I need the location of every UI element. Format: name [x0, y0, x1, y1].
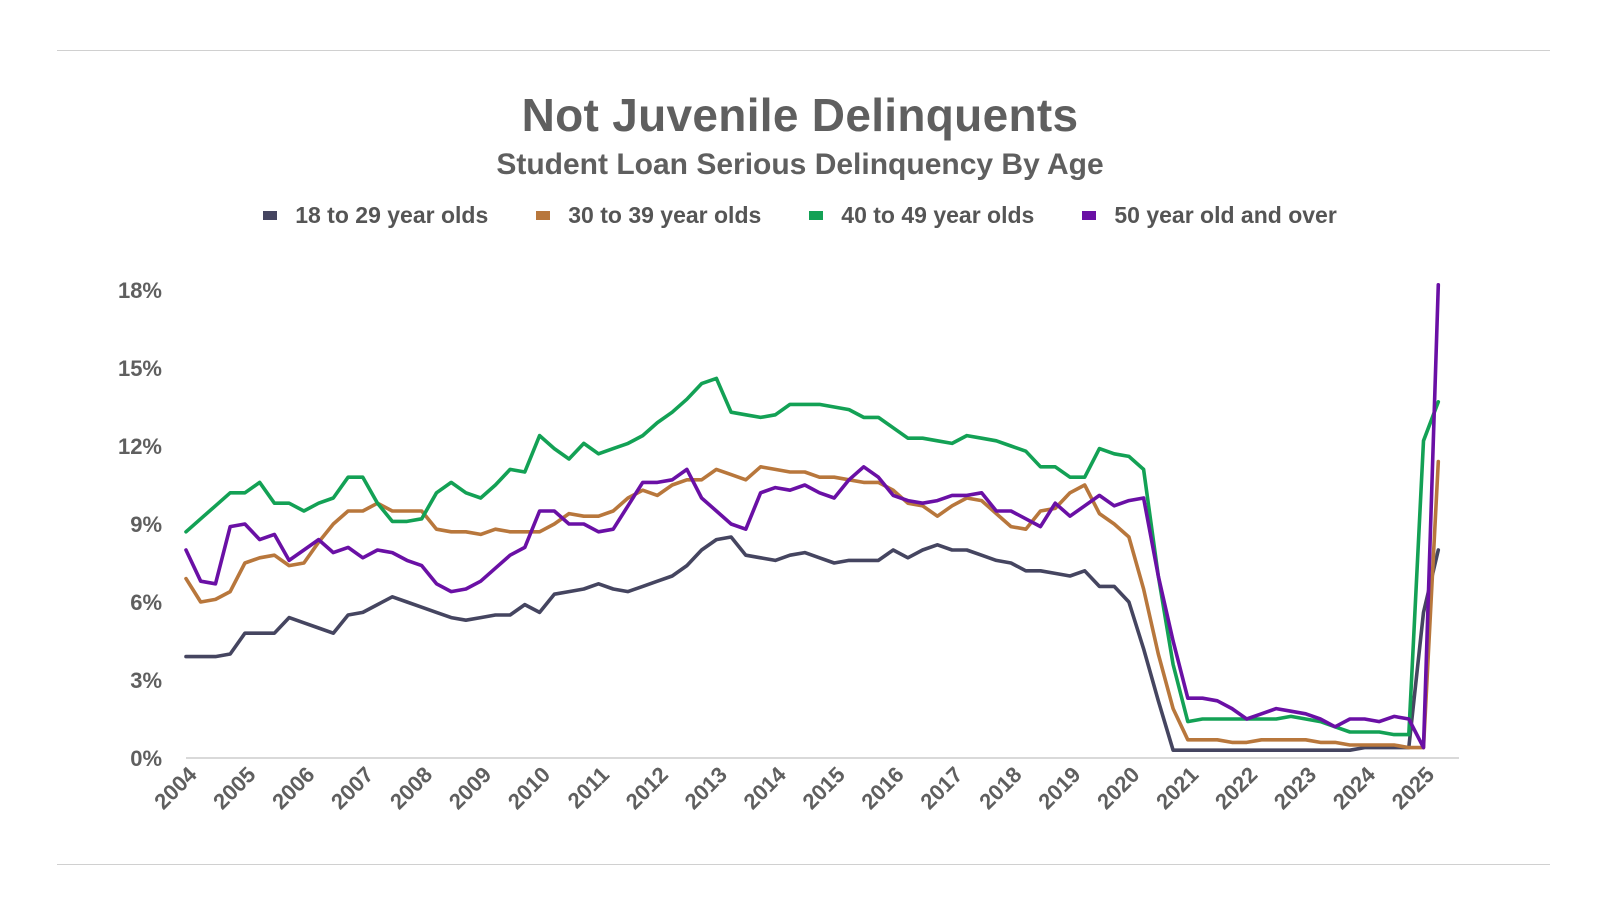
x-tick-label: 2007 — [326, 762, 378, 814]
x-tick-label: 2008 — [385, 762, 437, 814]
y-tick-label: 0% — [130, 746, 162, 771]
y-tick-label: 15% — [118, 356, 162, 381]
x-tick-label: 2021 — [1151, 762, 1203, 814]
line-chart: 0%3%6%9%12%15%18%2004 2005 2006 2007 2008 200… — [0, 0, 1600, 900]
x-tick-label: 2022 — [1210, 762, 1262, 814]
x-tick-label: 2011 — [563, 762, 614, 813]
x-tick-label: 2020 — [1092, 762, 1144, 814]
x-tick-label: 2025 — [1387, 762, 1439, 814]
x-tick-label: 2013 — [680, 762, 732, 814]
x-tick-label: 2023 — [1269, 762, 1321, 814]
series-line-50-plus — [186, 285, 1438, 748]
x-tick-label: 2010 — [503, 762, 555, 814]
y-tick-label: 12% — [118, 434, 162, 459]
x-tick-label: 2016 — [856, 762, 908, 814]
x-tick-label: 2006 — [267, 762, 319, 814]
x-tick-label: 2005 — [208, 762, 260, 814]
x-tick-label: 2019 — [1033, 762, 1085, 814]
x-tick-label: 2015 — [797, 762, 849, 814]
y-tick-label: 6% — [130, 590, 162, 615]
y-tick-label: 9% — [130, 512, 162, 537]
y-tick-label: 18% — [118, 278, 162, 303]
x-tick-label: 2018 — [974, 762, 1026, 814]
x-tick-label: 2024 — [1328, 761, 1381, 814]
x-tick-label: 2017 — [915, 762, 967, 814]
y-tick-label: 3% — [130, 668, 162, 693]
x-tick-label: 2012 — [621, 762, 673, 814]
x-tick-label: 2009 — [444, 762, 496, 814]
x-tick-label: 2014 — [739, 761, 792, 814]
